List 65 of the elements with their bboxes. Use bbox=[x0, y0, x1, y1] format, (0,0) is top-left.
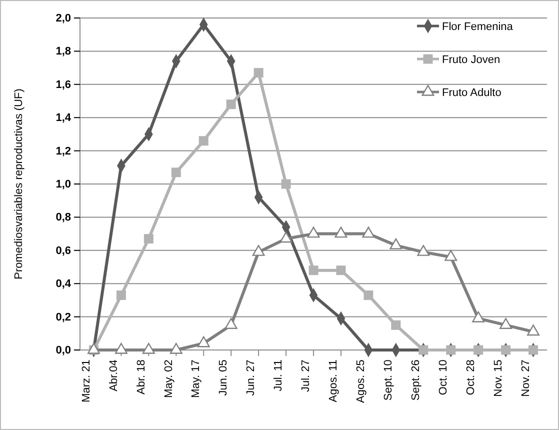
y-tick-label: 1,8 bbox=[56, 46, 71, 58]
point bbox=[226, 100, 236, 110]
y-tick-label: 0,4 bbox=[56, 278, 72, 290]
x-tick-label: Nov. 27 bbox=[520, 360, 532, 397]
point bbox=[252, 244, 265, 256]
y-tick-label: 1,4 bbox=[56, 112, 72, 124]
legend-label: Flor Femenina bbox=[442, 21, 514, 33]
point bbox=[364, 290, 374, 300]
point bbox=[308, 266, 318, 276]
x-tick-label: Jun. 05 bbox=[218, 360, 230, 396]
point bbox=[307, 226, 320, 238]
y-tick-label: 1,6 bbox=[56, 78, 71, 91]
x-tick-label: Oct. 28 bbox=[464, 360, 477, 396]
point bbox=[171, 168, 181, 178]
x-tick-label: Sept. 26 bbox=[410, 360, 422, 401]
point bbox=[142, 342, 155, 354]
point bbox=[444, 250, 458, 261]
point bbox=[501, 345, 511, 355]
point bbox=[197, 336, 210, 348]
y-tick-label: 0,2 bbox=[56, 311, 71, 324]
y-tick-label: 0,6 bbox=[56, 244, 71, 257]
point bbox=[528, 345, 538, 355]
x-tick-label: Jul. 11 bbox=[272, 360, 285, 392]
legend-label: Fruto Adulto bbox=[442, 87, 502, 99]
y-tick-label: 2,0 bbox=[56, 12, 71, 25]
legend-label: Fruto Joven bbox=[442, 54, 500, 66]
x-tick-label: Oct. 10 bbox=[437, 360, 450, 396]
point bbox=[391, 320, 401, 330]
x-tick-label: Sept. 10 bbox=[382, 360, 395, 401]
x-tick-label: Jul. 27 bbox=[300, 360, 312, 392]
x-tick-label: May. 02 bbox=[162, 360, 175, 398]
x-tick-label: May. 17 bbox=[190, 360, 202, 398]
x-tick-label: Nov. 15 bbox=[492, 360, 504, 397]
point bbox=[280, 232, 292, 243]
x-tick-label: Agos. 11 bbox=[328, 360, 340, 402]
point bbox=[390, 238, 402, 250]
point bbox=[281, 179, 291, 189]
y-tick-label: 1,0 bbox=[56, 178, 71, 191]
point bbox=[417, 244, 430, 256]
point bbox=[198, 136, 208, 146]
point bbox=[472, 311, 485, 322]
point bbox=[170, 342, 182, 354]
x-tick-label: Marz. 21 bbox=[80, 360, 92, 402]
y-tick-label: 0,0 bbox=[56, 344, 71, 357]
x-tick-label: Abr.04 bbox=[108, 360, 120, 392]
x-tick-label: Agos. 25 bbox=[355, 360, 368, 404]
y-tick-label: 1,2 bbox=[56, 145, 71, 158]
y-tick-label: 0,8 bbox=[56, 212, 71, 224]
point bbox=[88, 342, 100, 354]
point bbox=[362, 226, 375, 238]
point bbox=[446, 345, 456, 355]
point bbox=[418, 345, 428, 355]
point bbox=[114, 342, 128, 354]
x-tick-label: Jun. 27 bbox=[245, 360, 258, 396]
x-tick-label: Abr. 18 bbox=[135, 360, 148, 394]
y-axis-title: Promediosvariables reproductivas (UF) bbox=[13, 88, 25, 280]
point bbox=[224, 318, 238, 329]
point bbox=[116, 290, 126, 300]
point bbox=[527, 324, 540, 336]
point bbox=[334, 226, 348, 238]
point bbox=[254, 68, 264, 78]
point bbox=[144, 234, 154, 244]
point bbox=[500, 318, 512, 329]
point bbox=[336, 266, 346, 276]
point bbox=[474, 345, 484, 355]
